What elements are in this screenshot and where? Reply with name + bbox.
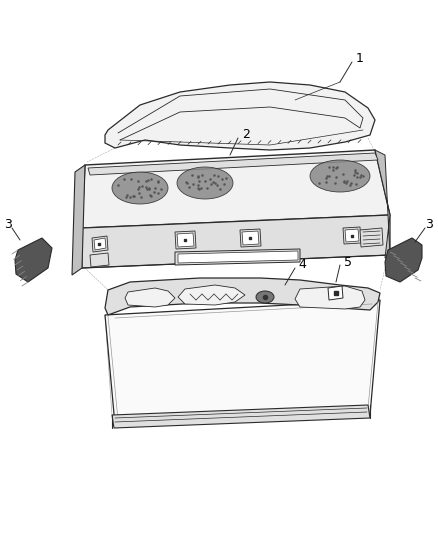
Polygon shape [328,286,343,300]
Text: 4: 4 [298,259,306,271]
Polygon shape [90,253,109,267]
Polygon shape [175,231,196,249]
Polygon shape [178,285,245,305]
Polygon shape [94,238,106,250]
Text: 1: 1 [356,52,364,64]
Polygon shape [125,288,175,307]
Polygon shape [72,165,85,275]
Polygon shape [375,150,390,258]
Polygon shape [178,251,298,263]
Polygon shape [360,228,383,247]
Polygon shape [112,405,370,428]
Polygon shape [105,82,375,150]
Text: 2: 2 [242,127,250,141]
Polygon shape [242,231,259,245]
Polygon shape [105,300,380,425]
Text: 3: 3 [4,217,12,230]
Polygon shape [82,150,390,228]
Polygon shape [345,229,359,242]
Ellipse shape [256,291,274,303]
Text: 5: 5 [344,255,352,269]
Text: 3: 3 [425,217,433,230]
Polygon shape [175,249,300,265]
Polygon shape [105,278,380,315]
Polygon shape [92,236,108,252]
Polygon shape [177,233,194,247]
Ellipse shape [310,160,370,192]
Polygon shape [240,229,261,247]
Ellipse shape [177,167,233,199]
Polygon shape [88,153,378,175]
Polygon shape [15,238,52,282]
Polygon shape [295,286,365,309]
Polygon shape [343,227,361,244]
Polygon shape [385,238,422,282]
Polygon shape [82,215,390,268]
Ellipse shape [112,172,168,204]
